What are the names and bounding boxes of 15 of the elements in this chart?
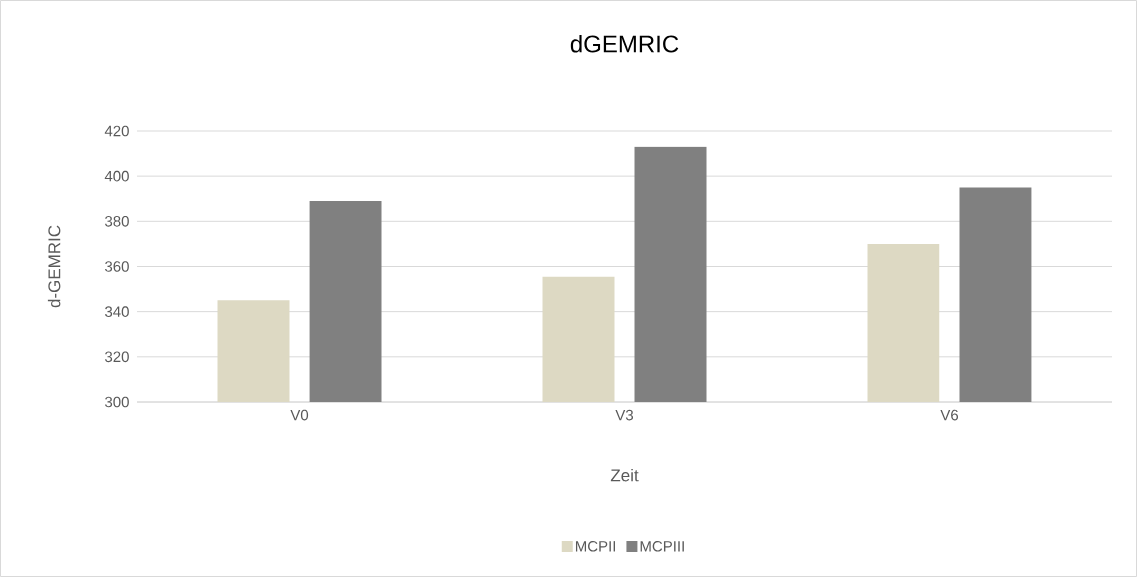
y-tick-label: 340 xyxy=(105,306,129,317)
legend-label: MCPII xyxy=(575,540,616,552)
x-axis-title: Zeit xyxy=(610,468,639,482)
legend-label: MCPIII xyxy=(640,540,684,552)
y-tick-label: 320 xyxy=(105,351,129,363)
y-tick-label: 300 xyxy=(105,396,129,408)
y-axis-title: d-GEMRIC xyxy=(47,225,61,308)
y-tick-label: 380 xyxy=(105,216,129,227)
x-tick-label: V3 xyxy=(615,409,634,421)
x-tick-label: V6 xyxy=(940,409,959,421)
chart-title: dGEMRIC xyxy=(570,34,679,53)
x-tick-label: V0 xyxy=(290,409,309,421)
y-tick-label: 360 xyxy=(105,261,129,272)
y-tick-label: 400 xyxy=(104,170,129,182)
y-tick-label: 420 xyxy=(104,125,129,137)
